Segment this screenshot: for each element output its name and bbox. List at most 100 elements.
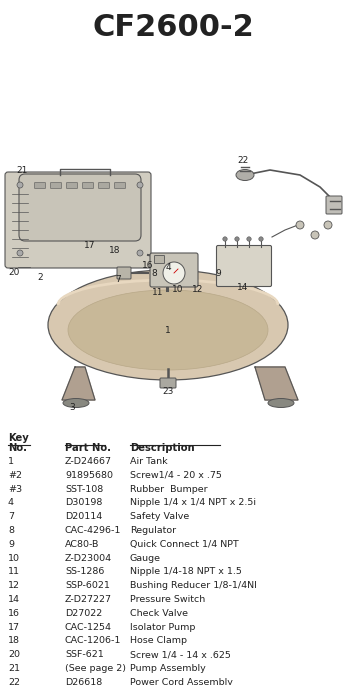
Text: Power Cord Assembly: Power Cord Assembly [130,677,233,685]
Text: Z-D27227: Z-D27227 [65,595,112,604]
Text: 12: 12 [192,284,204,293]
Text: Pressure Switch: Pressure Switch [130,595,205,604]
Text: Z-D23004: Z-D23004 [65,553,112,562]
Text: Isolator Pump: Isolator Pump [130,623,195,632]
Text: 3: 3 [69,403,75,412]
Circle shape [223,237,227,241]
Text: 7: 7 [8,512,14,521]
Text: Z-D24667: Z-D24667 [65,457,112,466]
Text: 8: 8 [151,269,157,277]
Circle shape [324,221,332,229]
Circle shape [296,221,304,229]
Text: 21: 21 [16,166,28,175]
Text: 16: 16 [142,260,154,269]
Circle shape [137,182,143,188]
Ellipse shape [236,169,254,181]
Circle shape [17,250,23,256]
Text: 14: 14 [237,282,249,292]
Text: 10: 10 [8,553,20,562]
Text: Regulator: Regulator [130,526,176,535]
FancyBboxPatch shape [67,182,77,188]
Text: AC80-B: AC80-B [65,540,99,549]
Text: Screw1/4 - 20 x .75: Screw1/4 - 20 x .75 [130,471,222,479]
Text: Rubber  Bumper: Rubber Bumper [130,484,208,494]
Text: 18: 18 [109,245,121,255]
Text: 21: 21 [8,664,20,673]
Text: Nipple 1/4 x 1/4 NPT x 2.5i: Nipple 1/4 x 1/4 NPT x 2.5i [130,499,256,508]
Text: Hose Clamp: Hose Clamp [130,636,187,645]
Text: 12: 12 [8,581,20,590]
Text: #3: #3 [8,484,22,494]
Ellipse shape [68,290,268,370]
Circle shape [247,237,251,241]
Text: 10: 10 [172,284,184,293]
Text: 9: 9 [8,540,14,549]
FancyBboxPatch shape [326,196,342,214]
Text: 23: 23 [162,386,174,395]
Text: Quick Connect 1/4 NPT: Quick Connect 1/4 NPT [130,540,239,549]
Text: D20114: D20114 [65,512,102,521]
FancyBboxPatch shape [99,182,110,188]
Text: Part No.: Part No. [65,443,111,453]
Text: 4: 4 [165,262,171,271]
Ellipse shape [268,399,294,408]
Text: D30198: D30198 [65,499,102,508]
Text: #2: #2 [8,471,22,479]
Text: 20: 20 [8,268,20,277]
Text: 18: 18 [8,636,20,645]
FancyBboxPatch shape [217,245,271,286]
Polygon shape [62,367,95,400]
Text: 17: 17 [84,240,96,249]
Circle shape [163,262,185,284]
Circle shape [235,237,239,241]
FancyBboxPatch shape [160,378,176,388]
Text: CF2600-2: CF2600-2 [92,13,254,42]
Ellipse shape [63,399,89,408]
Text: Air Tank: Air Tank [130,457,168,466]
Text: D26618: D26618 [65,677,102,685]
Text: CAC-4296-1: CAC-4296-1 [65,526,121,535]
FancyBboxPatch shape [154,256,164,264]
Circle shape [311,231,319,239]
Text: 8: 8 [8,526,14,535]
Text: Screw 1/4 - 14 x .625: Screw 1/4 - 14 x .625 [130,650,231,659]
Text: 1: 1 [8,457,14,466]
FancyBboxPatch shape [34,182,45,188]
FancyBboxPatch shape [51,182,61,188]
Text: CAC-1254: CAC-1254 [65,623,112,632]
FancyBboxPatch shape [115,182,126,188]
Text: SSF-621: SSF-621 [65,650,104,659]
Text: 4: 4 [8,499,14,508]
Text: Nipple 1/4-18 NPT x 1.5: Nipple 1/4-18 NPT x 1.5 [130,567,242,576]
Text: D27022: D27022 [65,609,102,618]
Text: SSP-6021: SSP-6021 [65,581,110,590]
Text: 2: 2 [37,273,43,282]
FancyBboxPatch shape [150,253,198,287]
Text: (See page 2): (See page 2) [65,664,126,673]
Text: No.: No. [8,443,27,453]
Text: 16: 16 [8,609,20,618]
Text: Safety Valve: Safety Valve [130,512,189,521]
Text: 22: 22 [237,155,248,164]
Text: CAC-1206-1: CAC-1206-1 [65,636,121,645]
FancyBboxPatch shape [83,182,93,188]
Polygon shape [255,367,298,400]
Text: 91895680: 91895680 [65,471,113,479]
Text: SST-108: SST-108 [65,484,103,494]
Text: 22: 22 [8,677,20,685]
FancyBboxPatch shape [5,172,151,268]
Text: Check Valve: Check Valve [130,609,188,618]
Text: 17: 17 [8,623,20,632]
FancyBboxPatch shape [19,174,141,241]
Text: Key: Key [8,433,29,443]
Circle shape [259,237,263,241]
Circle shape [137,250,143,256]
Text: Bushing Reducer 1/8-1/4NI: Bushing Reducer 1/8-1/4NI [130,581,257,590]
Text: 9: 9 [215,269,221,277]
Text: 1: 1 [165,325,171,334]
FancyBboxPatch shape [117,267,131,279]
Text: 7: 7 [115,275,121,284]
Text: 14: 14 [8,595,20,604]
Text: 11: 11 [152,288,164,297]
Text: SS-1286: SS-1286 [65,567,104,576]
